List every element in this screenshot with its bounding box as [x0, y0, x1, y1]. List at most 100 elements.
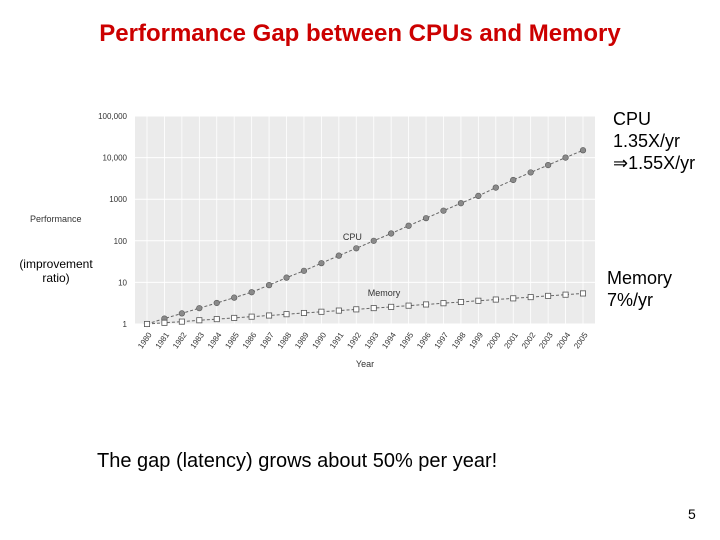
x-tick-label: 2004	[555, 330, 573, 350]
cpu-data-point	[492, 184, 499, 191]
cpu-data-point	[527, 169, 534, 176]
x-tick-label: 2003	[537, 330, 555, 350]
x-tick-label: 1982	[171, 330, 189, 350]
memory-data-point	[510, 295, 517, 302]
cpu-data-point	[318, 260, 325, 267]
memory-data-point	[213, 316, 220, 323]
y-tick-label: 1000	[109, 195, 127, 204]
cpu-data-point	[545, 162, 552, 169]
x-tick-label: 1991	[328, 330, 346, 350]
gridlines	[135, 115, 595, 325]
cpu-data-point	[300, 267, 308, 274]
y-tick-label: 10	[118, 278, 127, 287]
x-tick-label: 1985	[223, 330, 241, 350]
x-tick-label: 1987	[258, 330, 276, 350]
memory-data-point	[335, 307, 342, 314]
y-tick-label: 1	[123, 320, 128, 329]
x-tick-label: 2002	[520, 330, 538, 350]
cpu-data-point	[283, 274, 290, 281]
cpu-data-point	[178, 310, 185, 317]
x-tick-labels: 1980 1981 1982 1983 1984 1985 1986 1987 1988 1989…	[136, 330, 590, 350]
series-group	[143, 147, 587, 328]
cpu-data-point	[370, 237, 377, 244]
memory-data-point	[388, 303, 395, 310]
x-tick-label: 1998	[450, 330, 468, 350]
x-tick-label: 1983	[188, 330, 206, 350]
cpu-note-line: CPU	[613, 109, 652, 129]
memory-data-point	[143, 320, 150, 327]
cpu-note-line: ⇒1.55X/yr	[613, 153, 696, 173]
memory-data-point	[370, 305, 377, 312]
memory-data-point	[300, 309, 307, 316]
y-axis-sublabel: (improvement ratio)	[18, 257, 94, 285]
cpu-data-point	[579, 147, 587, 154]
cpu-growth-note: CPU 1.35X/yr ⇒1.55X/yr	[613, 108, 695, 174]
x-tick-label: 1992	[345, 330, 363, 350]
x-tick-label: 1995	[398, 330, 416, 350]
y-tick-label: 100,000	[98, 112, 127, 121]
slide-title: Performance Gap between CPUs and Memory	[99, 20, 621, 47]
y-tick-label: 10,000	[103, 154, 128, 163]
x-tick-label: 1986	[241, 330, 259, 350]
memory-data-point	[248, 313, 255, 320]
cpu-data-point	[265, 282, 273, 289]
x-tick-label: 2000	[485, 330, 503, 350]
memory-data-point	[161, 319, 168, 326]
memory-data-point	[492, 296, 499, 303]
memory-growth-note: Memory 7%/yr	[607, 267, 672, 311]
y-tick-labels: 1 10 100 1000 10,000 100,000	[98, 112, 127, 329]
cpu-data-point	[353, 245, 360, 252]
x-tick-label: 1994	[380, 330, 398, 350]
cpu-data-point	[405, 222, 412, 229]
x-tick-label: 1993	[363, 330, 381, 350]
cpu-data-point	[440, 207, 447, 214]
plot-area	[135, 116, 595, 324]
cpu-data-point	[213, 299, 220, 307]
x-tick-label: 1999	[468, 330, 486, 350]
cpu-data-point	[475, 192, 482, 200]
x-tick-label: 1984	[206, 330, 224, 350]
x-tick-label: 2001	[502, 330, 520, 350]
cpu-data-point	[562, 154, 569, 161]
x-tick-label: 2005	[572, 330, 590, 350]
cpu-data-point	[510, 176, 517, 184]
memory-data-point	[178, 318, 185, 325]
memory-data-point	[283, 311, 290, 318]
cpu-data-point	[196, 305, 203, 312]
page-number: 5	[688, 506, 696, 522]
x-tick-label: 1980	[136, 330, 154, 350]
x-tick-label: 1997	[433, 330, 451, 350]
cpu-data-point	[422, 215, 430, 222]
memory-data-point	[196, 317, 203, 324]
memory-data-point	[423, 301, 430, 308]
memory-data-point	[475, 297, 482, 304]
memory-data-point	[266, 312, 273, 319]
memory-note-line: Memory	[607, 268, 673, 288]
y-sublabel-line: (improvement	[19, 257, 93, 271]
cpu-data-point	[388, 230, 395, 237]
x-tick-label: 1990	[311, 330, 329, 350]
memory-data-point	[562, 291, 569, 298]
cpu-data-point	[335, 252, 342, 259]
memory-note-line: 7%/yr	[607, 290, 654, 310]
x-tick-label: 1996	[415, 330, 433, 350]
x-axis-label: Year	[356, 359, 374, 369]
memory-data-point	[440, 300, 447, 307]
y-axis-label: Performance	[30, 214, 82, 224]
cpu-series-label: CPU	[343, 232, 362, 242]
memory-data-point	[318, 308, 325, 315]
cpu-data-point	[231, 294, 238, 301]
memory-data-point	[457, 298, 464, 305]
x-tick-label: 1989	[293, 330, 311, 350]
x-tick-label: 1988	[276, 330, 294, 350]
cpu-note-line: 1.35X/yr	[613, 131, 681, 151]
y-sublabel-line: ratio)	[42, 271, 70, 285]
memory-series-label: Memory	[368, 288, 401, 298]
memory-data-point	[545, 292, 552, 299]
memory-data-point	[527, 294, 534, 301]
cpu-data-point	[248, 289, 255, 296]
memory-data-point	[353, 306, 360, 313]
memory-data-point	[231, 314, 238, 321]
cpu-data-point	[457, 200, 465, 207]
